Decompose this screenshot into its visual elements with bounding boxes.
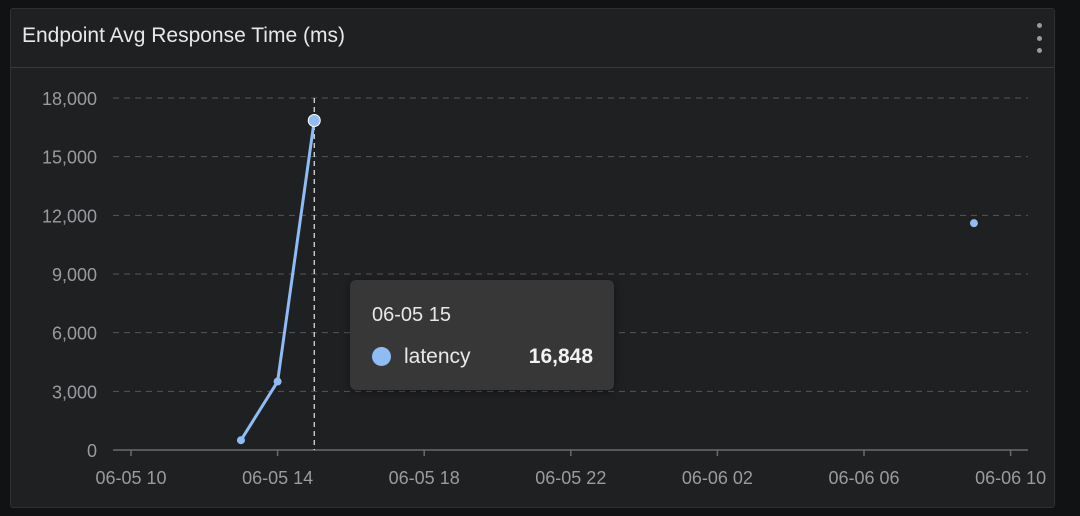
y-tick-label: 12,000	[42, 206, 97, 226]
data-point	[236, 436, 245, 445]
y-tick-label: 9,000	[52, 265, 97, 285]
x-tick-label: 06-06 10	[975, 468, 1046, 488]
chart-panel: Endpoint Avg Response Time (ms)	[10, 8, 1055, 508]
x-tick-label: 06-05 14	[242, 468, 313, 488]
data-point	[307, 114, 321, 128]
tooltip-series-name: latency	[404, 345, 471, 368]
series-line-latency	[239, 119, 316, 442]
x-tick-label: 06-06 06	[828, 468, 899, 488]
x-tick-label: 06-05 10	[95, 468, 166, 488]
x-tick-label: 06-06 02	[682, 468, 753, 488]
data-point	[969, 219, 978, 228]
x-tick-label: 06-05 22	[535, 468, 606, 488]
more-vertical-icon[interactable]	[1032, 23, 1046, 53]
x-tick-label: 06-05 18	[389, 468, 460, 488]
panel-header: Endpoint Avg Response Time (ms)	[11, 9, 1054, 68]
data-point	[273, 377, 282, 386]
y-tick-label: 3,000	[52, 382, 97, 402]
series-color-dot	[372, 347, 391, 366]
tooltip-title: 06-05 15	[372, 304, 451, 326]
y-tick-label: 18,000	[42, 89, 97, 109]
panel-title: Endpoint Avg Response Time (ms)	[22, 24, 345, 47]
chart-tooltip: 06-05 15 latency 16,848	[350, 280, 614, 390]
y-tick-label: 0	[87, 441, 97, 461]
y-tick-label: 15,000	[42, 148, 97, 168]
y-tick-label: 6,000	[52, 324, 97, 344]
tooltip-series-value: 16,848	[528, 345, 593, 368]
